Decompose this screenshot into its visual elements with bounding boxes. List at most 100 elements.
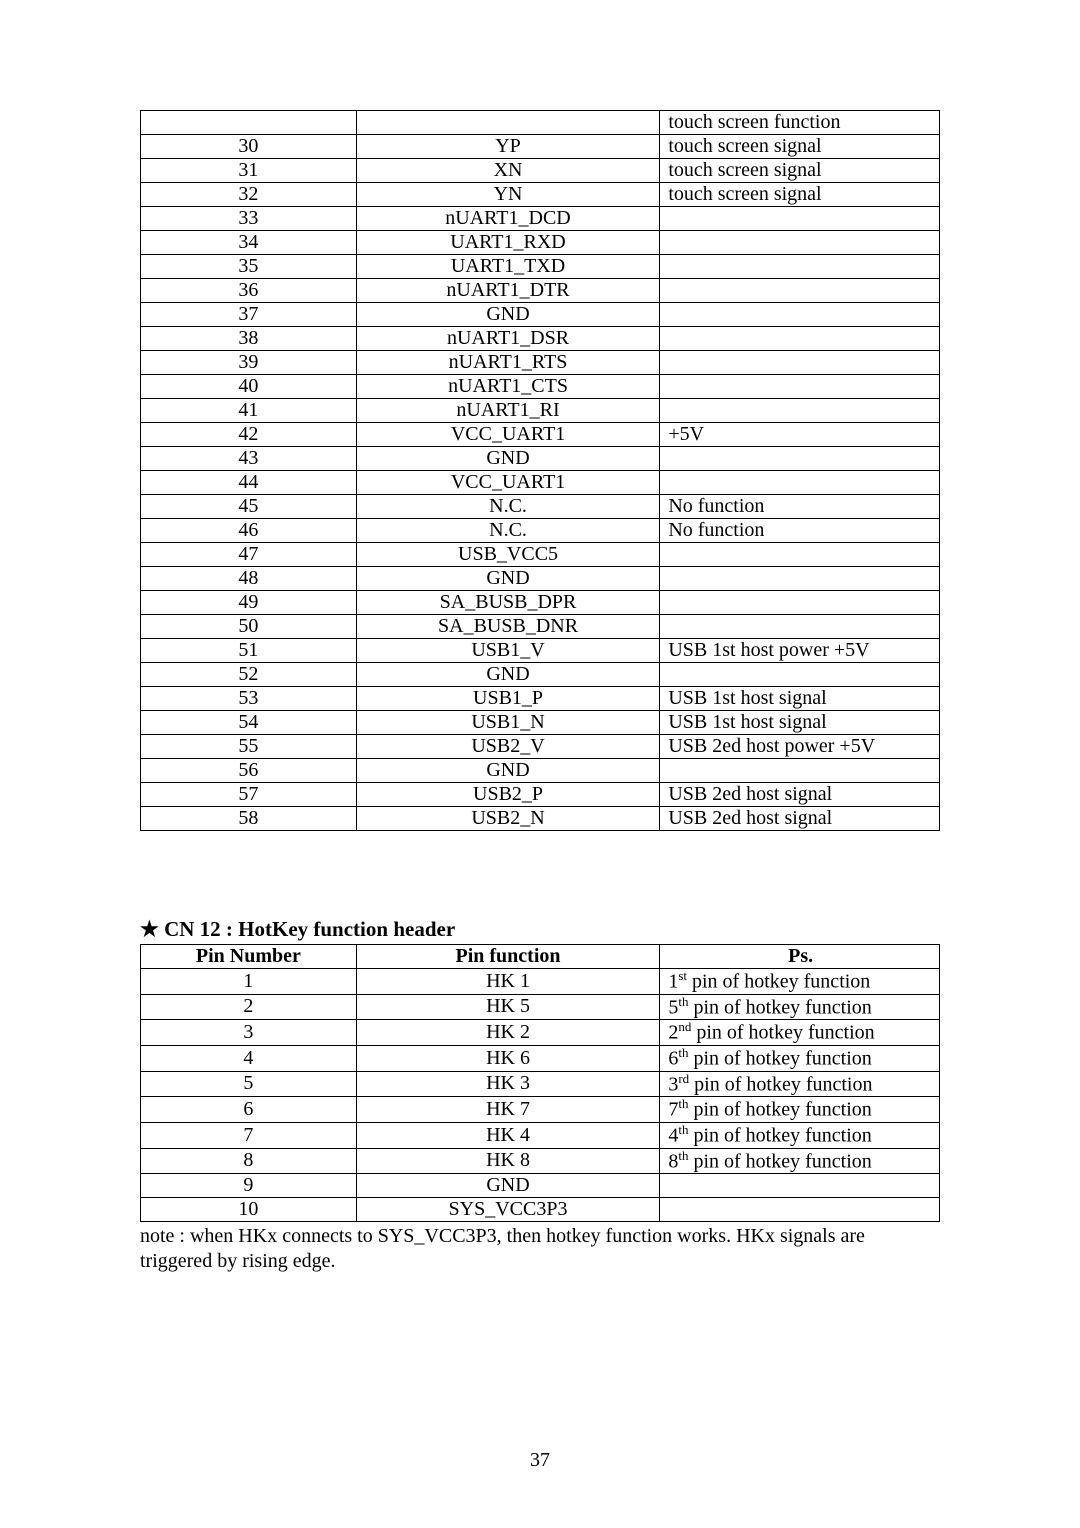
- table-row: 39nUART1_RTS: [141, 351, 940, 375]
- table-row: 49SA_BUSB_DPR: [141, 591, 940, 615]
- table-row: 54USB1_NUSB 1st host signal: [141, 711, 940, 735]
- table-header-cell: Ps.: [660, 945, 940, 969]
- table-cell: [660, 255, 940, 279]
- table-cell: 6th pin of hotkey function: [660, 1045, 940, 1071]
- table-cell: touch screen signal: [660, 159, 940, 183]
- table-cell: 4: [141, 1045, 357, 1071]
- table-row: 43GND: [141, 447, 940, 471]
- table-cell: [660, 1198, 940, 1222]
- table-cell: HK 5: [356, 994, 660, 1020]
- table-cell: nUART1_DSR: [356, 327, 660, 351]
- table-cell: 54: [141, 711, 357, 735]
- table-cell: 37: [141, 303, 357, 327]
- table-cell: nUART1_DTR: [356, 279, 660, 303]
- table-cell: nUART1_CTS: [356, 375, 660, 399]
- table-cell: [660, 1174, 940, 1198]
- table-row: 33nUART1_DCD: [141, 207, 940, 231]
- table-cell: [660, 399, 940, 423]
- table-cell: 3: [141, 1020, 357, 1046]
- table-row: 36nUART1_DTR: [141, 279, 940, 303]
- table-cell: UART1_TXD: [356, 255, 660, 279]
- table-row: 53USB1_PUSB 1st host signal: [141, 687, 940, 711]
- table-cell: USB2_V: [356, 735, 660, 759]
- table-header-row: Pin NumberPin functionPs.: [141, 945, 940, 969]
- table-cell: 57: [141, 783, 357, 807]
- table-cell: SYS_VCC3P3: [356, 1198, 660, 1222]
- table-cell: nUART1_RI: [356, 399, 660, 423]
- table-cell: +5V: [660, 423, 940, 447]
- table-row: 30YPtouch screen signal: [141, 135, 940, 159]
- table-row: 10SYS_VCC3P3: [141, 1198, 940, 1222]
- table-cell: 32: [141, 183, 357, 207]
- table-cell: 3rd pin of hotkey function: [660, 1071, 940, 1097]
- table-cell: 42: [141, 423, 357, 447]
- table-row: 57USB2_PUSB 2ed host signal: [141, 783, 940, 807]
- table-row: 37GND: [141, 303, 940, 327]
- table-row: 1HK 11st pin of hotkey function: [141, 969, 940, 995]
- table-cell: N.C.: [356, 519, 660, 543]
- table-cell: 35: [141, 255, 357, 279]
- table-cell: 47: [141, 543, 357, 567]
- table-cell: [660, 207, 940, 231]
- table-cell: USB 1st host signal: [660, 711, 940, 735]
- table-cell: [660, 543, 940, 567]
- table-cell: USB 2ed host signal: [660, 807, 940, 831]
- table-cell: 8th pin of hotkey function: [660, 1148, 940, 1174]
- table-row: 48GND: [141, 567, 940, 591]
- table-row: 58USB2_NUSB 2ed host signal: [141, 807, 940, 831]
- table-row: 32YNtouch screen signal: [141, 183, 940, 207]
- table-cell: N.C.: [356, 495, 660, 519]
- table-header-cell: Pin Number: [141, 945, 357, 969]
- table-cell: [660, 471, 940, 495]
- table-row: 47USB_VCC5: [141, 543, 940, 567]
- table-row: 52GND: [141, 663, 940, 687]
- table-row: 5HK 33rd pin of hotkey function: [141, 1071, 940, 1097]
- table-cell: [660, 591, 940, 615]
- table-cell: 7th pin of hotkey function: [660, 1097, 940, 1123]
- table-cell: SA_BUSB_DNR: [356, 615, 660, 639]
- table-row: 35UART1_TXD: [141, 255, 940, 279]
- table-cell: [660, 303, 940, 327]
- table-cell: [660, 375, 940, 399]
- table-cell: GND: [356, 759, 660, 783]
- table-cell: 8: [141, 1148, 357, 1174]
- table-cell: [660, 759, 940, 783]
- table-row: touch screen function: [141, 111, 940, 135]
- table-cell: HK 7: [356, 1097, 660, 1123]
- table-cell: USB 2ed host signal: [660, 783, 940, 807]
- table-cell: 33: [141, 207, 357, 231]
- table-cell: 2: [141, 994, 357, 1020]
- pin-table-1: touch screen function30YPtouch screen si…: [140, 110, 940, 831]
- table-cell: nUART1_DCD: [356, 207, 660, 231]
- table-row: 50SA_BUSB_DNR: [141, 615, 940, 639]
- table-cell: USB1_V: [356, 639, 660, 663]
- table-cell: 52: [141, 663, 357, 687]
- table-cell: [660, 351, 940, 375]
- table-cell: 31: [141, 159, 357, 183]
- table-cell: YN: [356, 183, 660, 207]
- section-heading: ★ CN 12 : HotKey function header: [140, 917, 940, 942]
- table-cell: 39: [141, 351, 357, 375]
- table-cell: nUART1_RTS: [356, 351, 660, 375]
- table-cell: GND: [356, 1174, 660, 1198]
- table-cell: 9: [141, 1174, 357, 1198]
- table-cell: No function: [660, 495, 940, 519]
- footnote: note : when HKx connects to SYS_VCC3P3, …: [140, 1224, 940, 1274]
- table-cell: 34: [141, 231, 357, 255]
- table-cell: USB 2ed host power +5V: [660, 735, 940, 759]
- table-row: 40nUART1_CTS: [141, 375, 940, 399]
- table-cell: [660, 615, 940, 639]
- table-cell: USB1_N: [356, 711, 660, 735]
- table-cell: [356, 111, 660, 135]
- table-row: 46N.C.No function: [141, 519, 940, 543]
- table-cell: 56: [141, 759, 357, 783]
- table-row: 3HK 22nd pin of hotkey function: [141, 1020, 940, 1046]
- table-cell: 5th pin of hotkey function: [660, 994, 940, 1020]
- table-cell: No function: [660, 519, 940, 543]
- table-header-cell: Pin function: [356, 945, 660, 969]
- table-cell: touch screen function: [660, 111, 940, 135]
- table-cell: [141, 111, 357, 135]
- table-cell: 41: [141, 399, 357, 423]
- table-cell: GND: [356, 447, 660, 471]
- table-cell: 10: [141, 1198, 357, 1222]
